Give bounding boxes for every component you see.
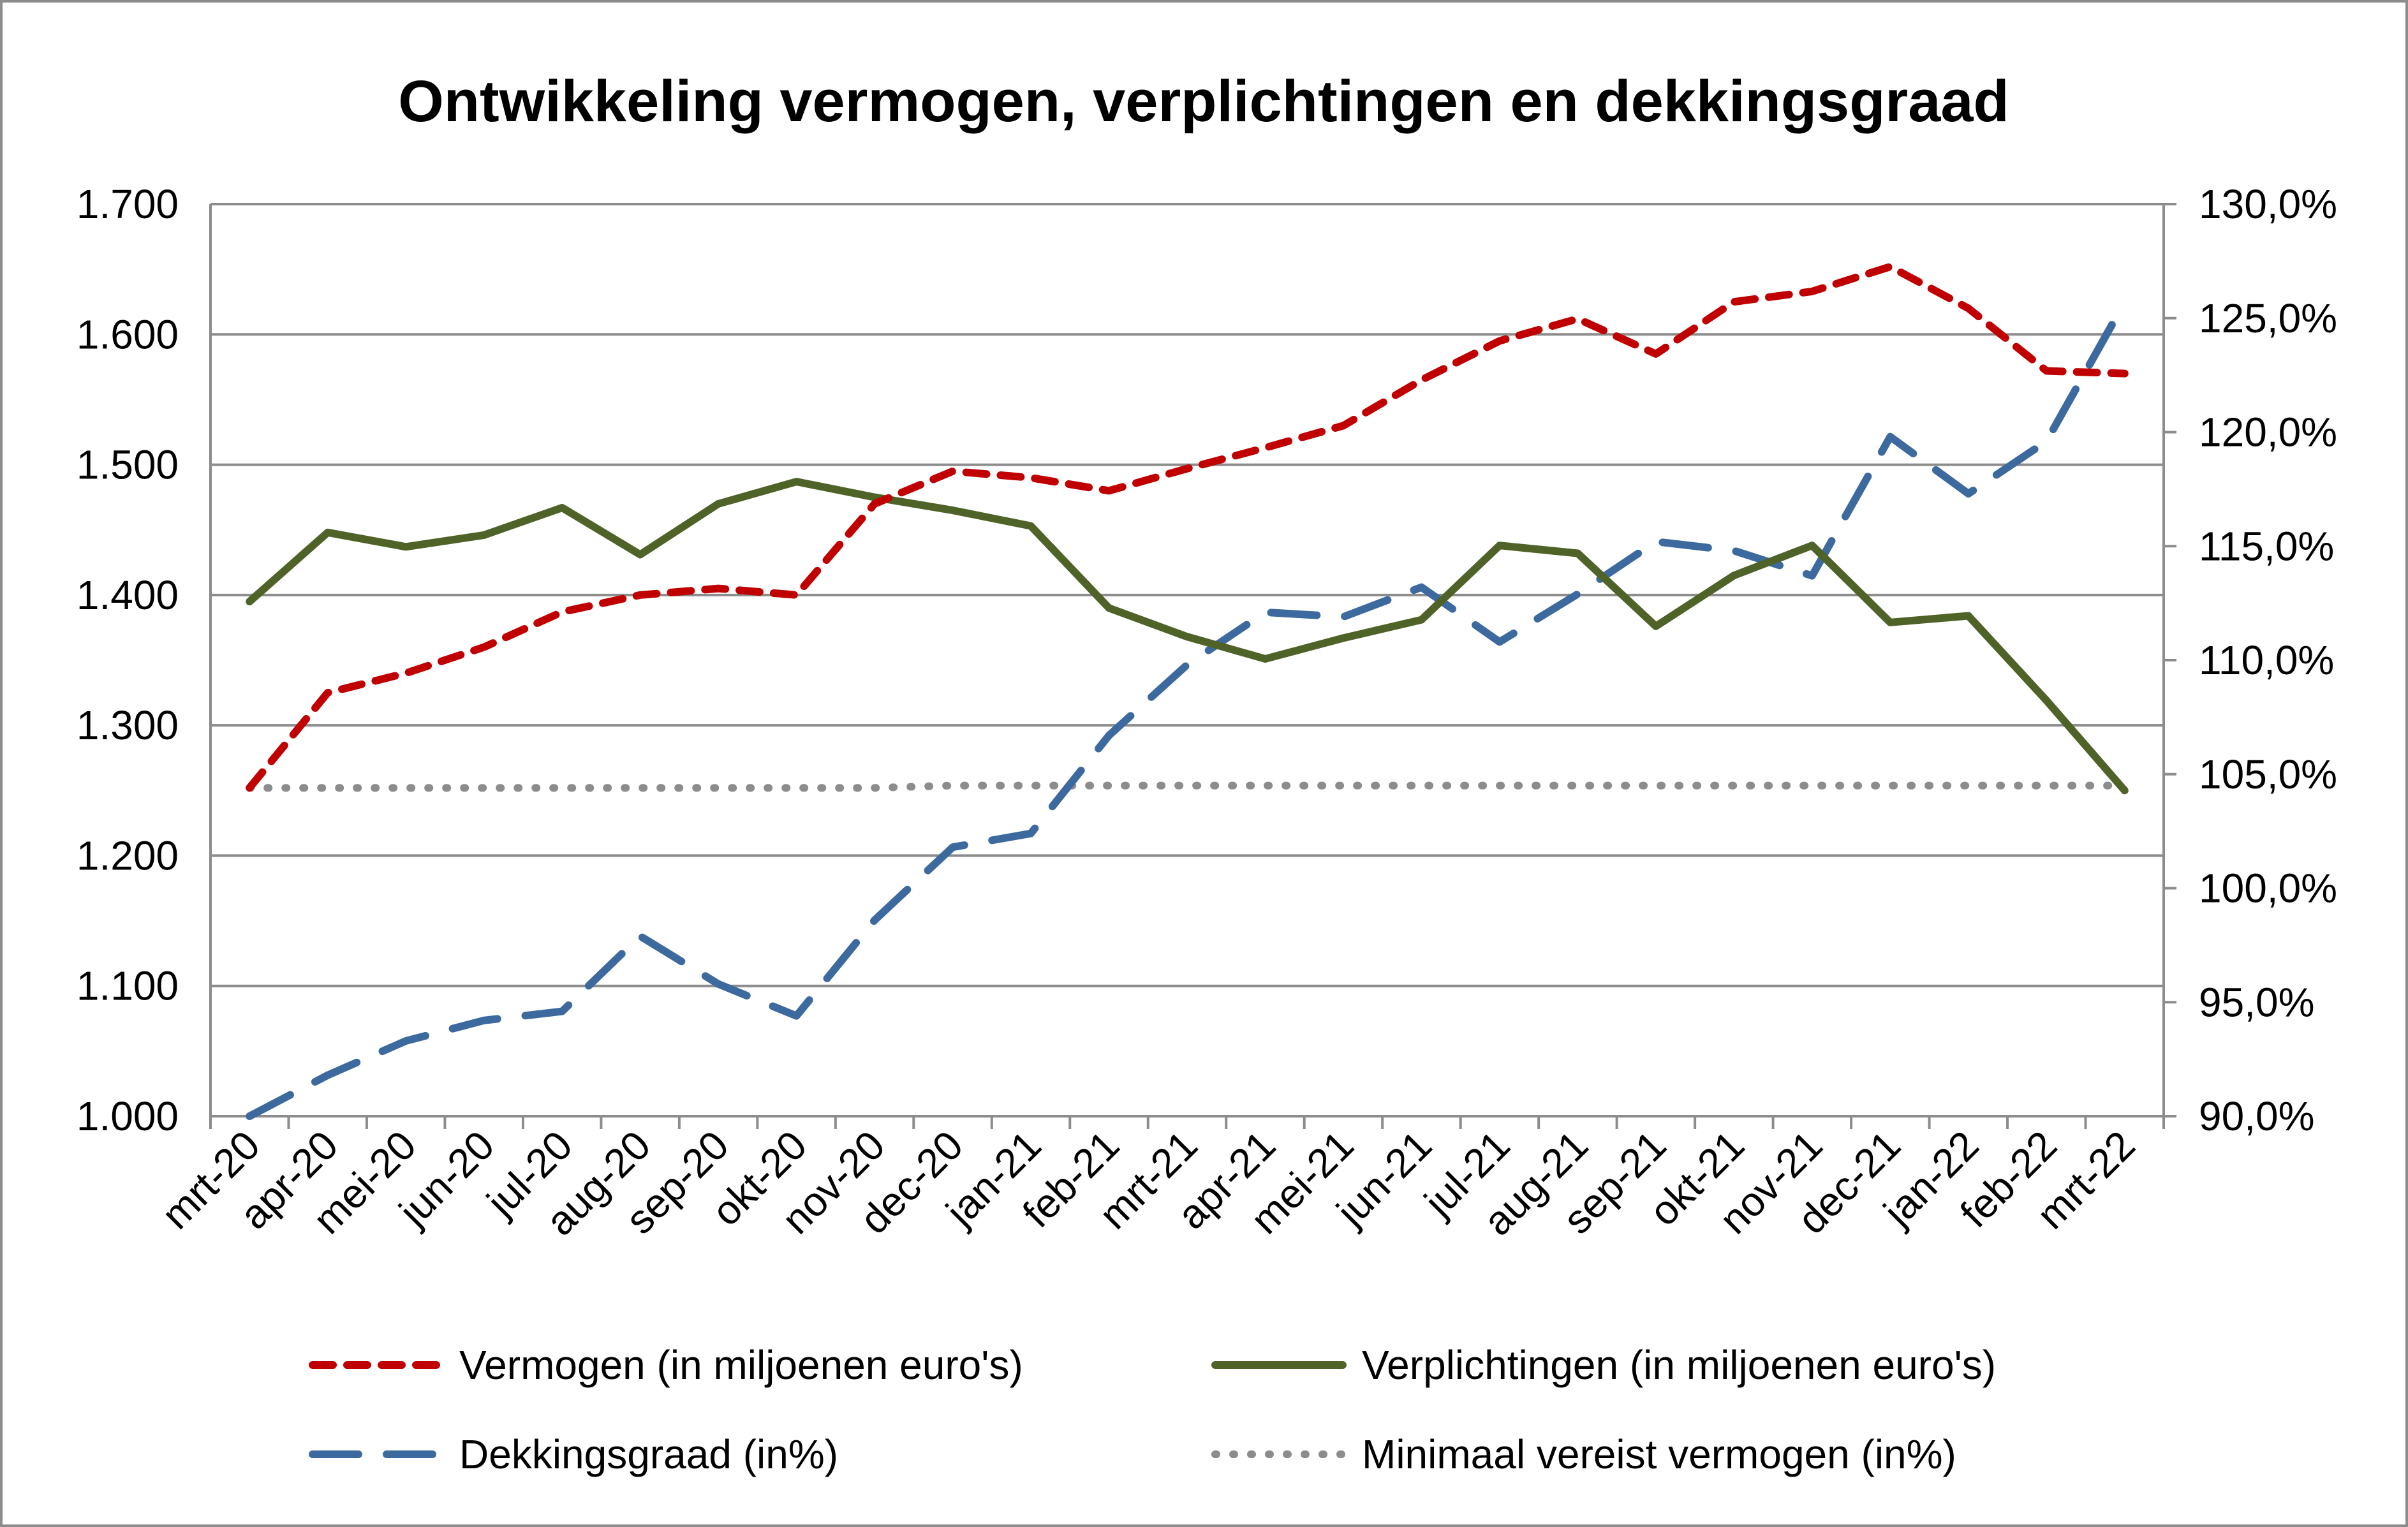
y-left-tick-label: 1.100: [77, 963, 179, 1009]
y-right-tick-label: 115,0%: [2199, 523, 2334, 569]
series-lines: [246, 263, 2129, 1120]
y-right-tick-label: 105,0%: [2199, 751, 2337, 797]
series-line-2: [246, 298, 2129, 1120]
y-left-tick-label: 1.700: [77, 181, 179, 227]
y-left-tick-label: 1.000: [77, 1093, 179, 1139]
legend-label: Verplichtingen (in miljoenen euro's): [1362, 1342, 1996, 1388]
legend-label: Vermogen (in miljoenen euro's): [459, 1342, 1023, 1388]
series-line-0: [246, 263, 2129, 792]
y-left-tick-label: 1.200: [77, 832, 179, 878]
y-right-tick-label: 120,0%: [2199, 409, 2337, 455]
y-right-tick-label: 130,0%: [2199, 181, 2337, 227]
y-right-tick-label: 100,0%: [2199, 866, 2337, 911]
chart-title: Ontwikkeling vermogen, verplichtingen en…: [398, 69, 2009, 134]
y-right-tick-label: 95,0%: [2199, 979, 2314, 1025]
y-left-tick-label: 1.500: [77, 442, 179, 488]
y-right-tick-label: 110,0%: [2199, 637, 2334, 683]
grid-lines: [211, 203, 2164, 1118]
series-line-3: [246, 781, 2129, 792]
series-line-1: [246, 478, 2129, 795]
legend-label: Dekkingsgraad (in%): [459, 1431, 838, 1477]
legend-label: Minimaal vereist vermogen (in%): [1362, 1431, 1956, 1477]
y-left-tick-label: 1.400: [77, 572, 179, 618]
y-left-tick-label: 1.600: [77, 311, 179, 357]
y-right-tick-label: 90,0%: [2199, 1093, 2314, 1139]
axes: 1.000 1.100 1.200 1.300 1.400 1.500 1.600 1.700…: [77, 181, 2337, 1244]
legend: Vermogen (in miljoenen euro's) Verplichti…: [309, 1342, 1996, 1477]
y-right-tick-label: 125,0%: [2199, 295, 2337, 341]
y-left-tick-label: 1.300: [77, 702, 179, 748]
